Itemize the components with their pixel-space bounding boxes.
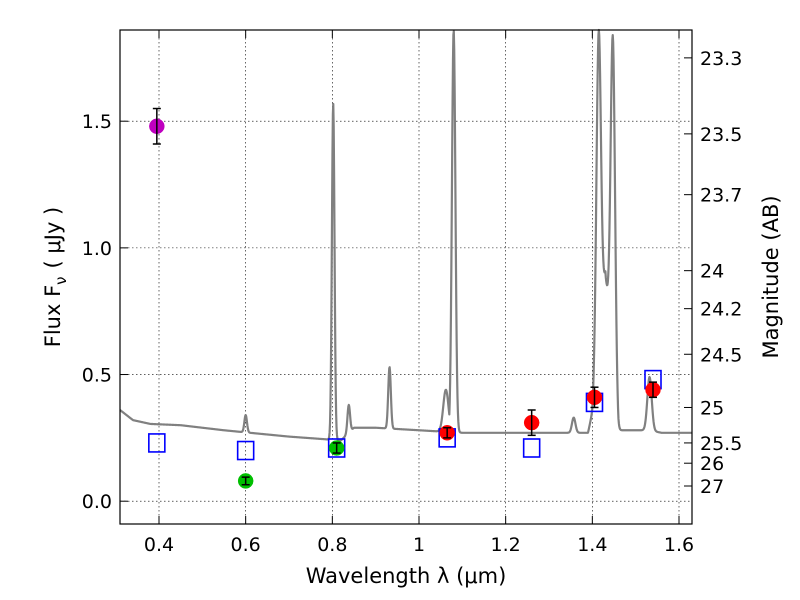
model-spectrum [119, 28, 693, 442]
model-band-square-2 [327, 438, 346, 458]
mag-tick-label-0: 23.3 [700, 48, 742, 70]
mag-tick-label-9: 27 [700, 476, 724, 498]
y-tick-label-2: 1.0 [82, 238, 112, 260]
y-axis-label-units: ( μJy ) [41, 207, 65, 269]
y-tick-label-1: 0.5 [82, 365, 112, 387]
mag-tick-label-8: 26 [700, 453, 724, 475]
photometry-points [149, 107, 661, 489]
mag-tick-label-6: 25 [700, 397, 724, 419]
spectrum-line [119, 28, 693, 442]
mag-tick-label-1: 23.5 [700, 124, 742, 146]
x-tick-label-3: 1 [413, 534, 425, 556]
y-tick-label-0: 0.0 [82, 491, 112, 513]
y-axis-label-main: Flux F [41, 285, 65, 347]
x-axis-label: Wavelength λ (μm) [306, 564, 507, 588]
model-band-square-0 [148, 433, 166, 453]
x-tick-label-4: 1.2 [491, 534, 521, 556]
mag-tick-label-4: 24.2 [700, 299, 742, 321]
mag-tick-label-2: 23.7 [700, 185, 742, 207]
mag-tick-label-7: 25.5 [700, 433, 742, 455]
model-band-square-1 [236, 440, 255, 461]
y-tick-label-3: 1.5 [82, 111, 112, 133]
mag-tick-label-5: 24.5 [700, 344, 742, 366]
x-tick-label-1: 0.6 [231, 534, 261, 556]
y-axis-label: Flux Fν ( μJy ) [41, 207, 70, 348]
x-tick-label-6: 1.6 [664, 534, 694, 556]
x-tick-label-2: 0.8 [317, 534, 347, 556]
model-band-square-4 [522, 438, 541, 458]
y-axis-label-subscript: ν [52, 276, 70, 284]
x-axis-ticks: 0.4 0.6 0.8 1 1.2 1.4 1.6 [144, 30, 694, 556]
magnitude-axis-label: Magnitude (AB) [759, 195, 783, 358]
x-tick-label-0: 0.4 [144, 534, 174, 556]
plot-frame [119, 29, 693, 525]
mag-tick-label-3: 24 [700, 261, 724, 283]
x-tick-label-5: 1.4 [577, 534, 607, 556]
y-axis-ticks: 0.0 0.5 1.0 1.5 [82, 111, 128, 513]
